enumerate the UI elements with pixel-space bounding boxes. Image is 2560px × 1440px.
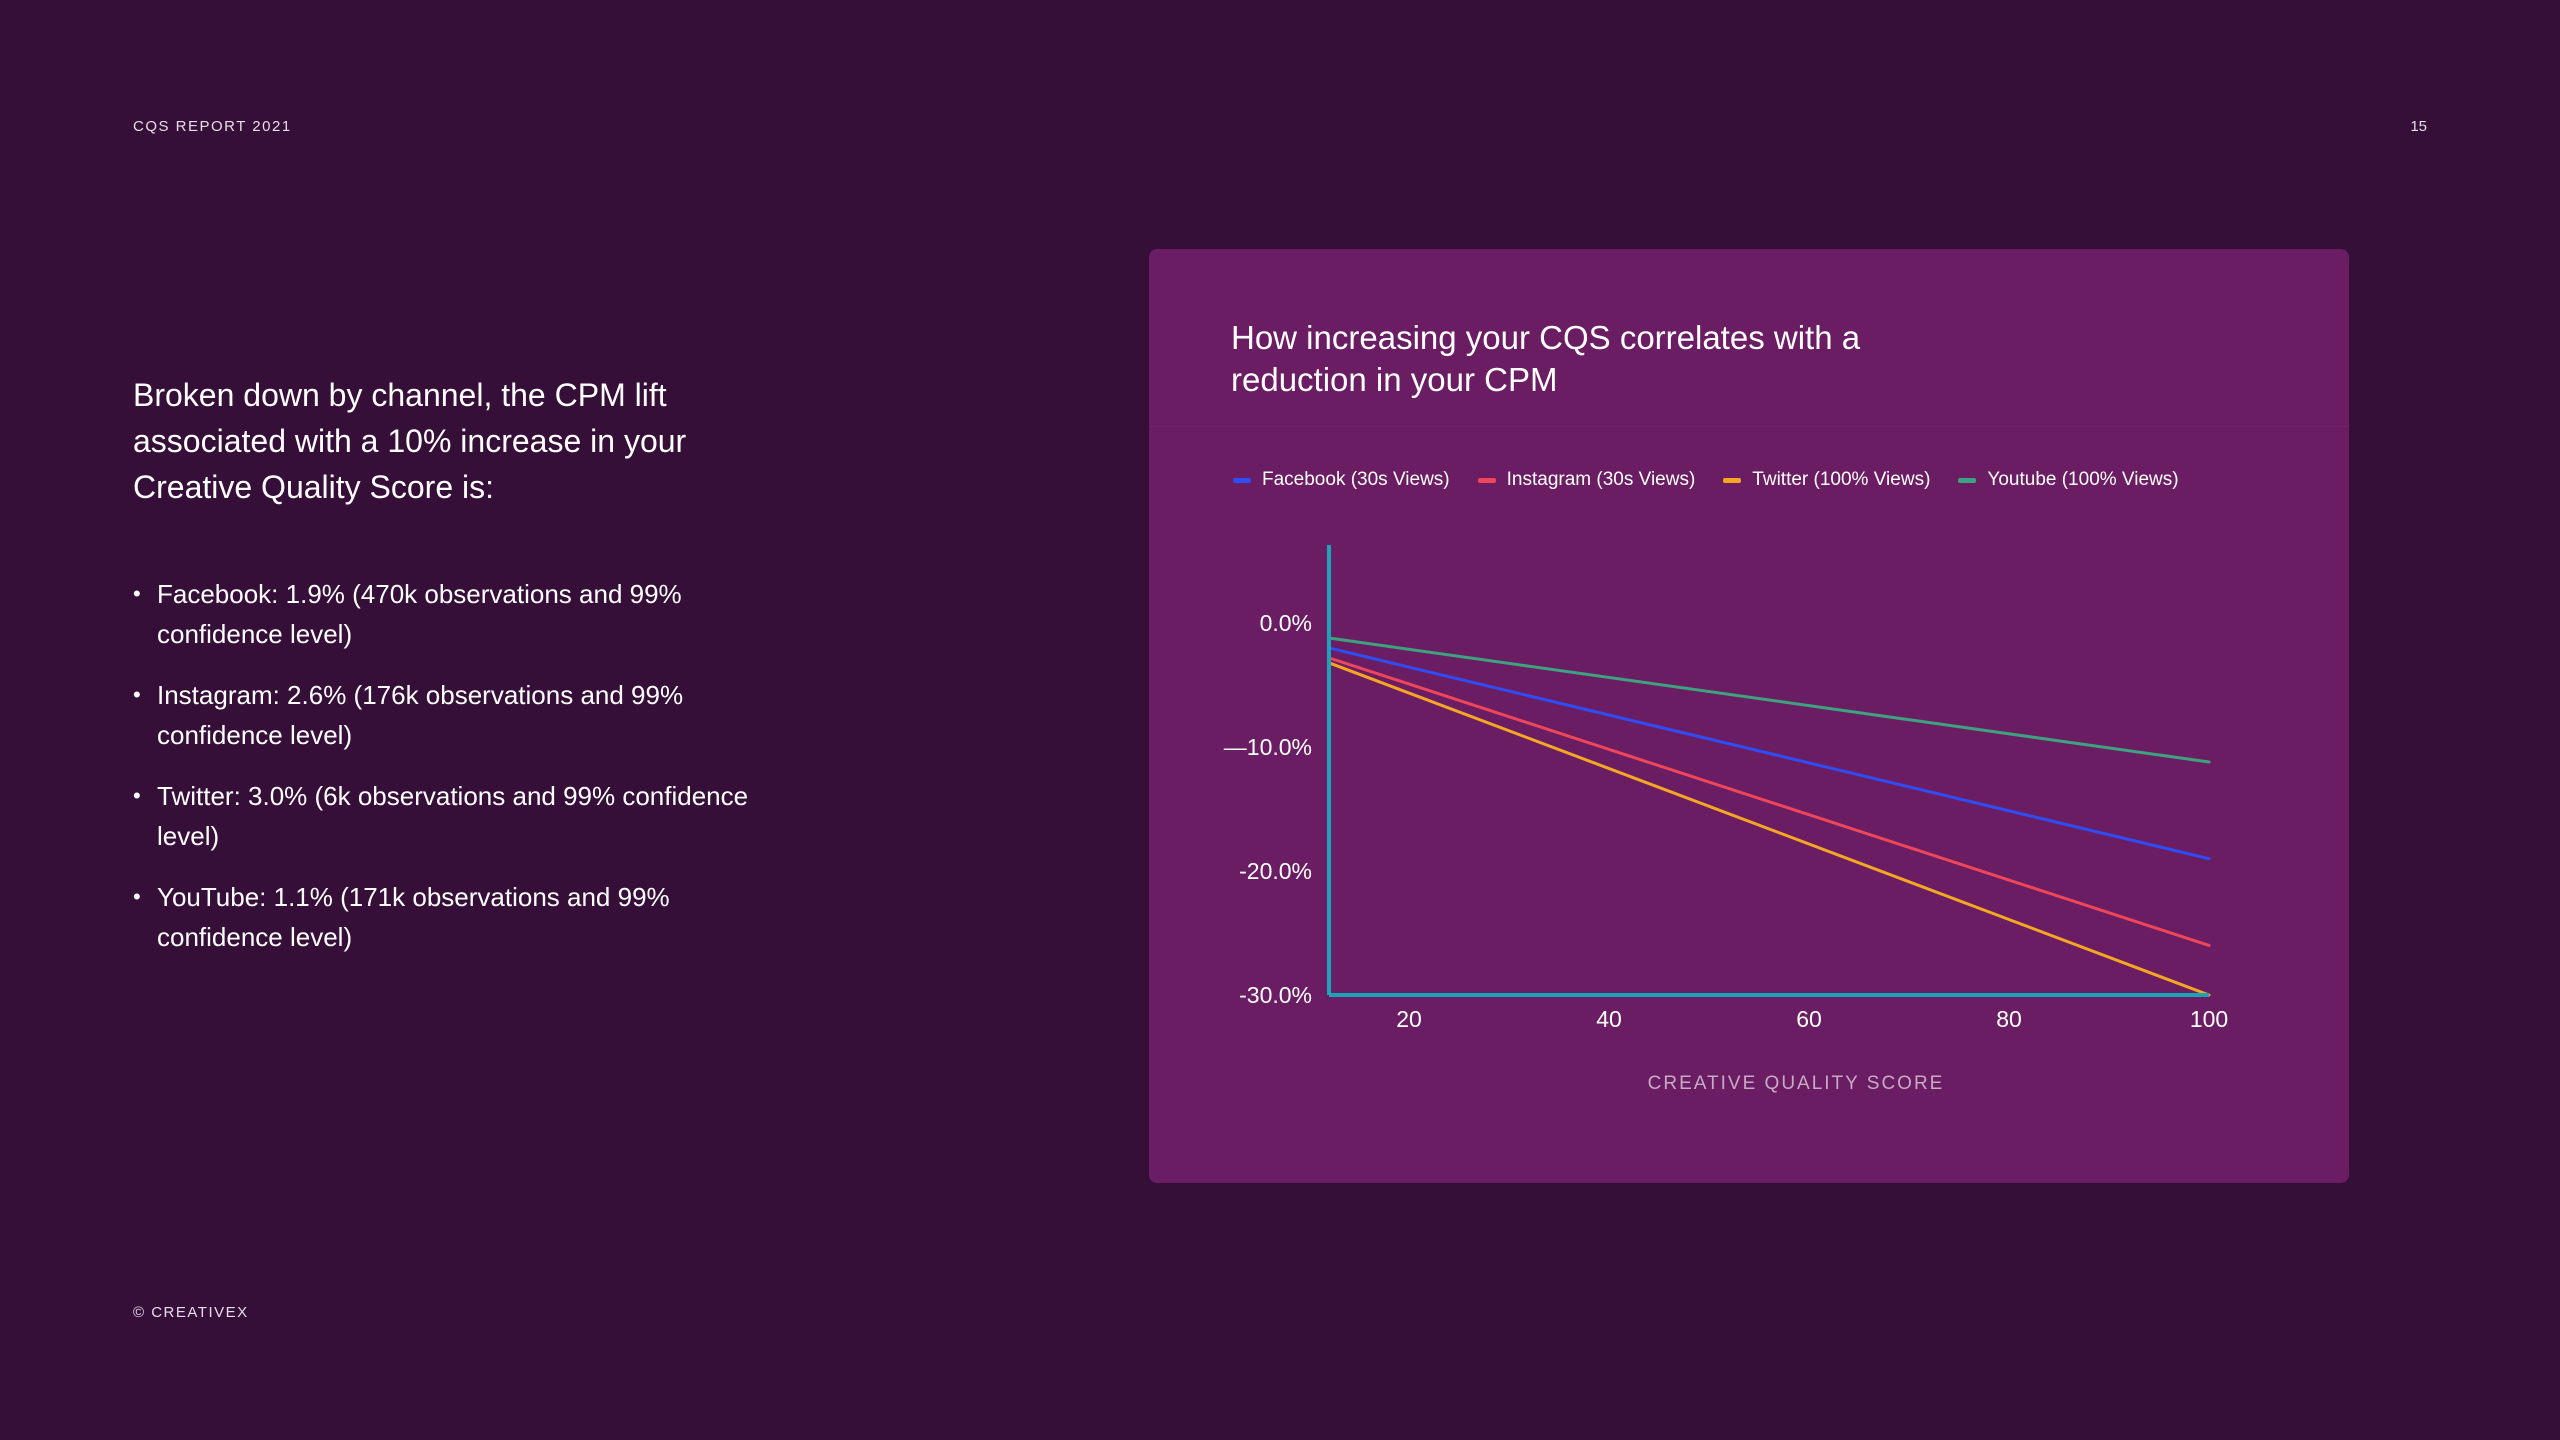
x-axis-title: CREATIVE QUALITY SCORE <box>1648 1073 1945 1094</box>
bullet-dot: • <box>133 783 141 808</box>
chart-legend: Facebook (30s Views) Instagram (30s View… <box>1233 469 2207 491</box>
bullet-dot: • <box>133 682 141 707</box>
legend-swatch-instagram <box>1477 477 1496 483</box>
legend-swatch-facebook <box>1233 477 1251 483</box>
series-line-twitter <box>1327 661 2211 997</box>
bullet-dot: • <box>133 581 141 606</box>
legend-label: Youtube (100% Views) <box>1987 469 2179 490</box>
legend-label: Instagram (30s Views) <box>1506 469 1696 490</box>
chart-title: How increasing your CQS correlates with … <box>1231 319 1861 398</box>
copyright: © CREATIVEX <box>133 1304 249 1321</box>
legend-label: Twitter (100% Views) <box>1752 469 1931 490</box>
bullet-text: Facebook: 1.9% (470k observations and 99… <box>157 579 682 649</box>
page-number: 15 <box>2410 118 2427 135</box>
legend-item-twitter: Twitter (100% Views) <box>1723 469 1930 491</box>
line-chart: 0.0% —10.0% -20.0% -30.0% 20 40 60 80 100 CREATIV… <box>1224 545 2228 1094</box>
legend-swatch-youtube <box>1958 477 1977 483</box>
y-tick-label: —10.0% <box>1224 734 1312 760</box>
x-tick-label: 40 <box>1596 1006 1622 1032</box>
card-divider <box>1149 426 2349 427</box>
y-tick-label: -20.0% <box>1239 858 1312 884</box>
series-line-youtube <box>1327 636 2211 764</box>
bullet-text: Twitter: 3.0% (6k observations and 99% c… <box>157 781 749 851</box>
legend-label: Facebook (30s Views) <box>1262 469 1450 490</box>
x-tick-label: 80 <box>1996 1006 2022 1032</box>
bullet-twitter: • Twitter: 3.0% (6k observations and 99% … <box>133 776 773 856</box>
bullet-text: Instagram: 2.6% (176k observations and 9… <box>157 680 684 750</box>
legend-item-instagram: Instagram (30s Views) <box>1477 469 1696 491</box>
series-line-instagram <box>1327 656 2211 947</box>
y-tick-label: 0.0% <box>1260 610 1312 636</box>
legend-swatch-twitter <box>1723 477 1742 483</box>
bullet-text: YouTube: 1.1% (171k observations and 99%… <box>157 882 670 952</box>
report-label: CQS REPORT 2021 <box>133 118 292 135</box>
chart-card: How increasing your CQS correlates with … <box>1149 249 2349 1183</box>
series-line-facebook <box>1327 646 2211 861</box>
x-tick-label: 20 <box>1396 1006 1422 1032</box>
y-tick-label: -30.0% <box>1239 982 1312 1008</box>
bullet-dot: • <box>133 884 141 909</box>
x-tick-label: 100 <box>2190 1006 2228 1032</box>
intro-text: Broken down by channel, the CPM lift ass… <box>133 377 687 505</box>
bullet-youtube: • YouTube: 1.1% (171k observations and 99… <box>133 877 773 957</box>
channel-bullet-list: • Facebook: 1.9% (470k observations and 9… <box>133 574 773 978</box>
bullet-facebook: • Facebook: 1.9% (470k observations and 9… <box>133 574 773 654</box>
legend-item-facebook: Facebook (30s Views) <box>1233 469 1450 491</box>
x-tick-label: 60 <box>1796 1006 1822 1032</box>
bullet-instagram: • Instagram: 2.6% (176k observations and … <box>133 675 773 755</box>
legend-item-youtube: Youtube (100% Views) <box>1958 469 2179 491</box>
